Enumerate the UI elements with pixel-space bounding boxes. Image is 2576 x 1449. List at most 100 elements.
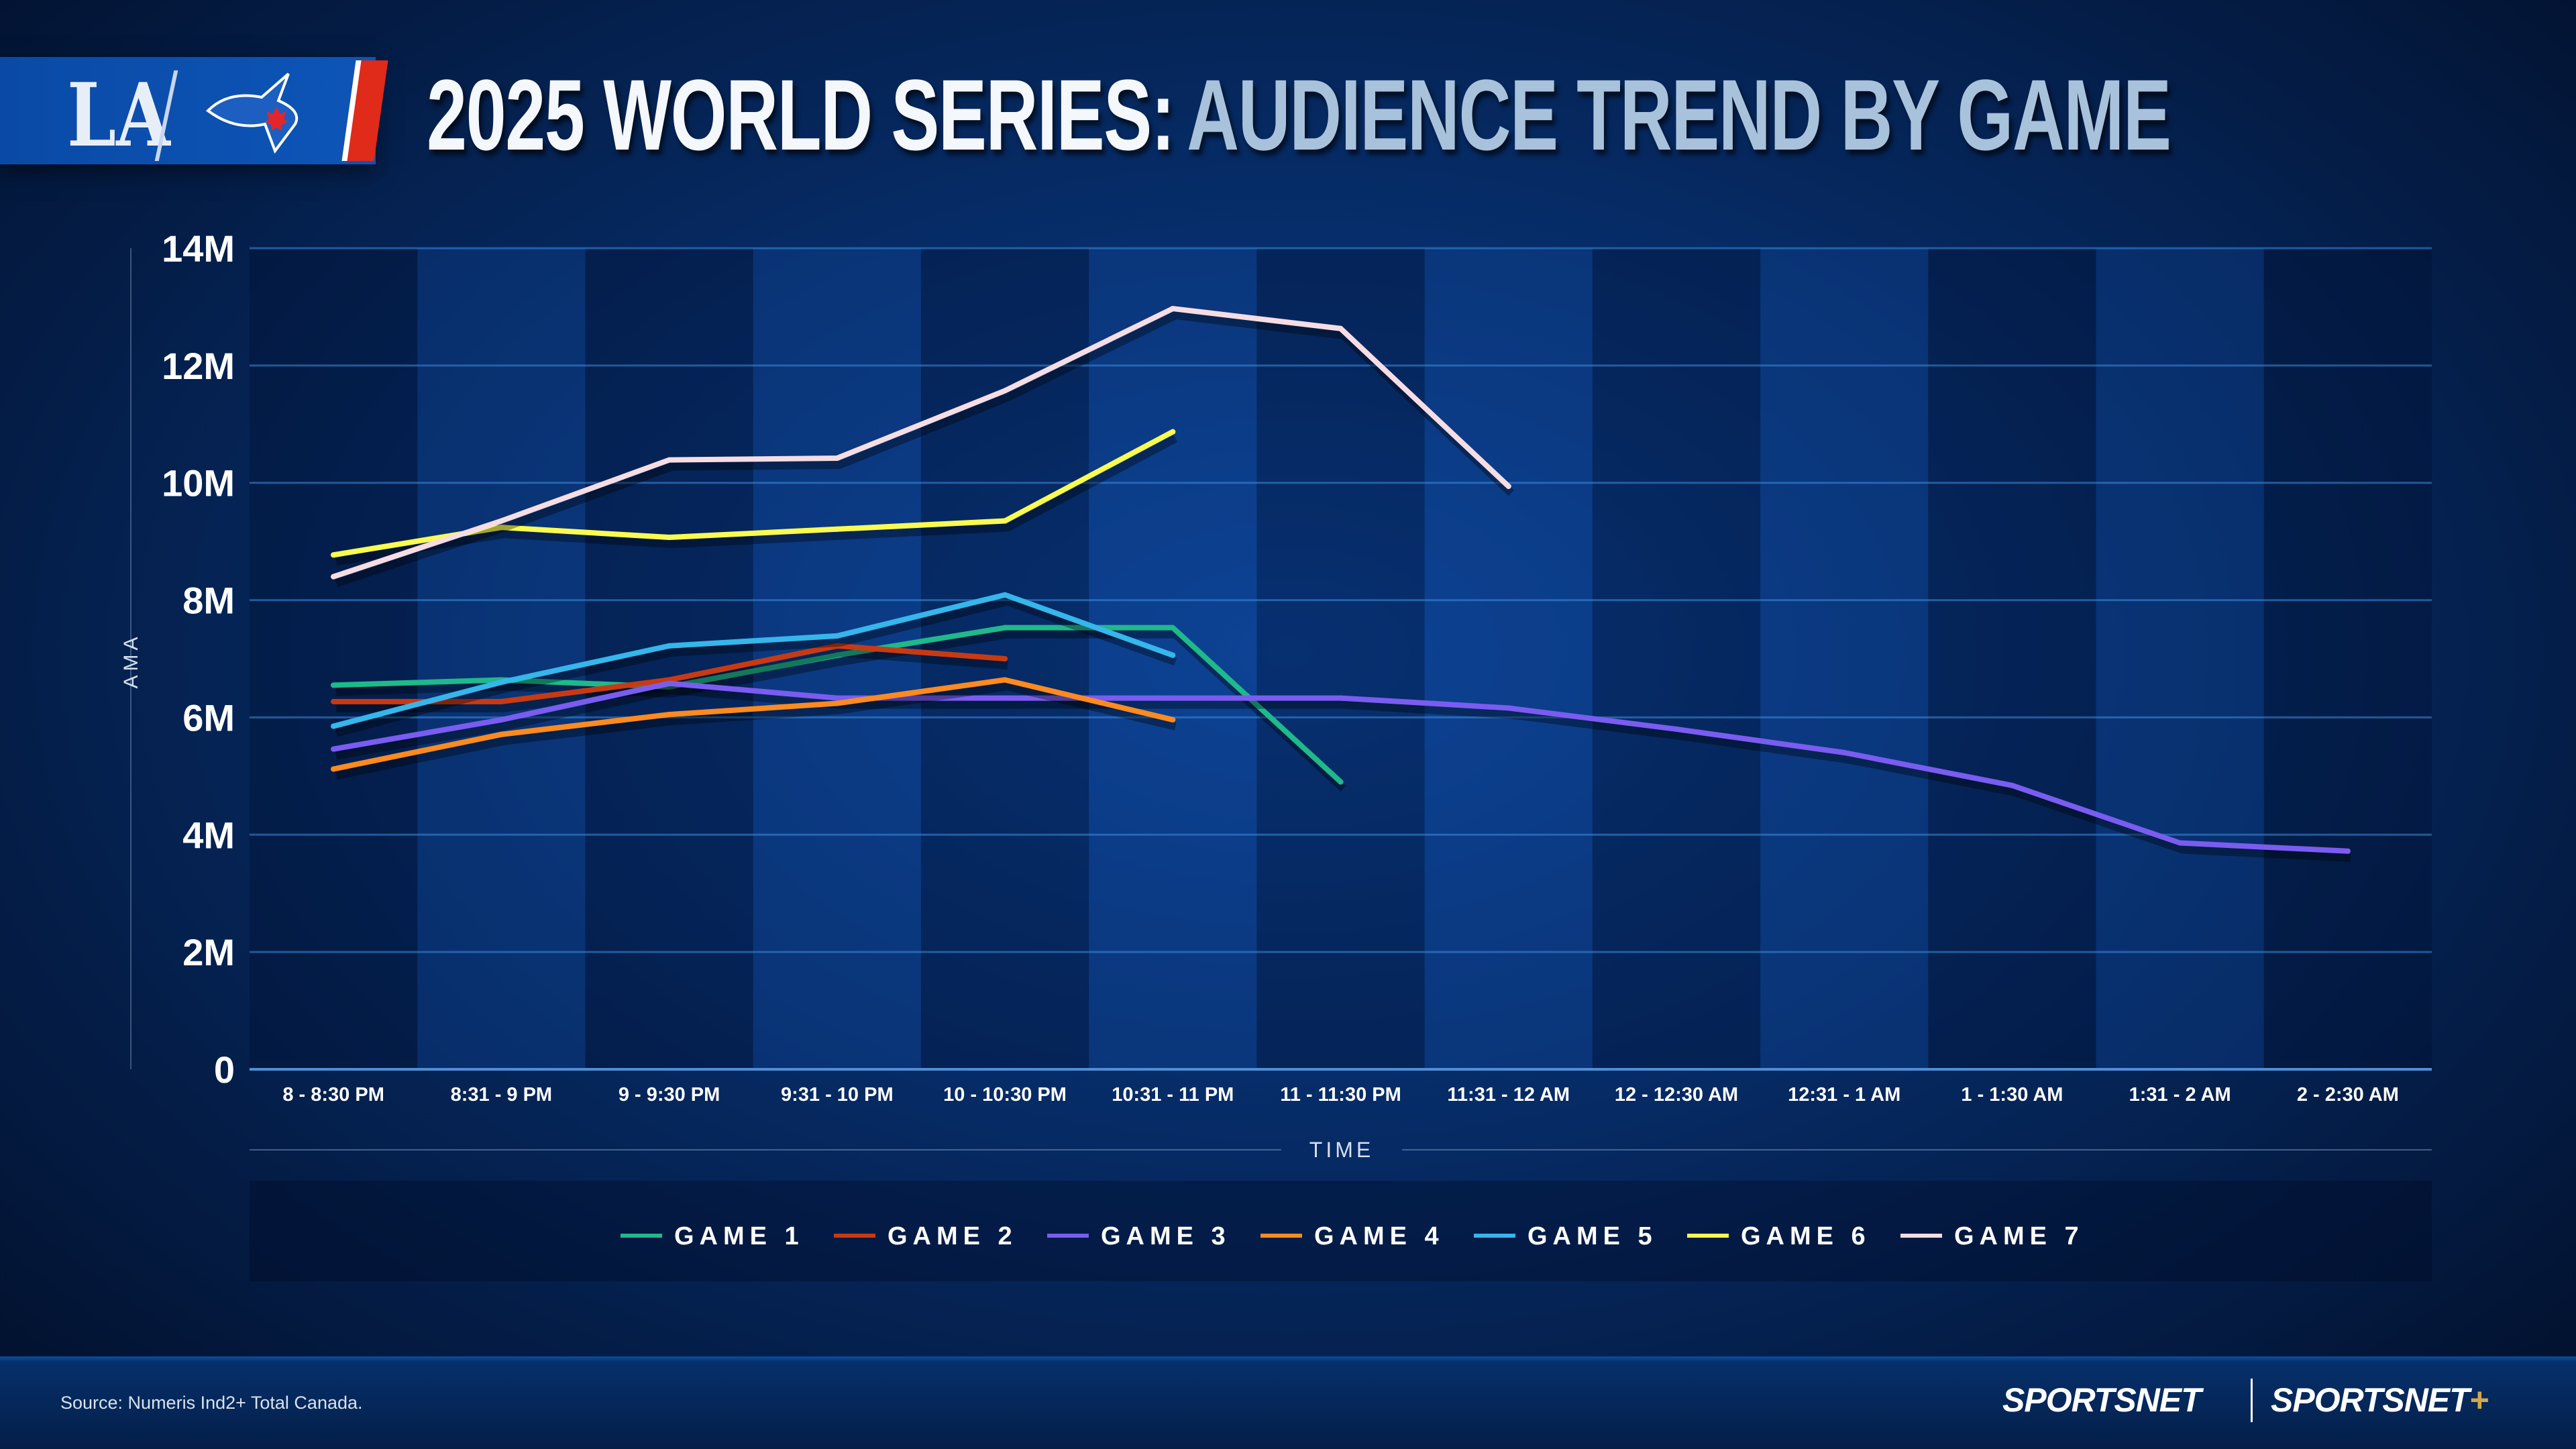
- data-point: [834, 633, 840, 639]
- data-point: [666, 457, 672, 463]
- y-tick-label: 0: [214, 1049, 235, 1091]
- data-point: [1841, 749, 1847, 755]
- data-point: [1002, 592, 1008, 598]
- data-point: [2345, 848, 2351, 854]
- legend-label: GAME 3: [1101, 1222, 1231, 1250]
- data-point: [834, 700, 840, 706]
- data-point: [498, 698, 504, 704]
- x-tick-label: 2 - 2:30 AM: [2297, 1084, 2399, 1106]
- column-band: [1928, 248, 2096, 1069]
- x-tick-label: 10 - 10:30 PM: [943, 1084, 1067, 1106]
- data-point: [1002, 677, 1008, 683]
- data-point: [834, 695, 840, 701]
- x-tick-label: 9:31 - 10 PM: [781, 1084, 894, 1106]
- x-tick-label: 9 - 9:30 PM: [619, 1084, 720, 1106]
- data-point: [1338, 779, 1344, 785]
- data-point: [331, 574, 337, 580]
- column-band: [1424, 248, 1593, 1069]
- data-point: [1338, 325, 1344, 331]
- column-band: [417, 248, 586, 1069]
- y-tick-label: 14M: [162, 227, 235, 270]
- brand2-plus: +: [2469, 1381, 2489, 1419]
- y-tick-label: 12M: [162, 345, 235, 387]
- data-point: [1002, 695, 1008, 701]
- data-point: [666, 535, 672, 541]
- source-note: Source: Numeris Ind2+ Total Canada.: [60, 1393, 363, 1413]
- series-shadow: [335, 435, 1178, 566]
- data-point: [1673, 726, 1679, 732]
- sportsnet-plus-logo: SPORTSNET+: [2271, 1381, 2489, 1419]
- column-band: [1256, 248, 1425, 1069]
- data-point: [331, 723, 337, 729]
- legend-box: [250, 1181, 2432, 1281]
- column-band: [1592, 248, 1761, 1069]
- legend-label: GAME 6: [1741, 1222, 1871, 1250]
- data-point: [834, 526, 840, 532]
- data-point: [1170, 652, 1176, 658]
- x-tick-label: 1 - 1:30 AM: [1961, 1084, 2063, 1106]
- x-axis-label: TIME: [1309, 1138, 1374, 1162]
- data-point: [331, 682, 337, 688]
- data-point: [1002, 625, 1008, 631]
- brand-divider: [2251, 1379, 2253, 1422]
- data-point: [1170, 716, 1176, 722]
- data-point: [1002, 656, 1008, 661]
- y-tick-label: 6M: [182, 696, 235, 739]
- column-band: [250, 248, 418, 1069]
- data-point: [331, 746, 337, 752]
- footer-bar: [0, 1356, 2576, 1449]
- blue-jays-logo: [205, 72, 299, 154]
- y-tick-label: 4M: [182, 814, 235, 856]
- x-tick-label: 12 - 12:30 AM: [1615, 1084, 1738, 1106]
- page-title: 2025 WORLD SERIES: AUDIENCE TREND BY GAME: [427, 57, 2171, 173]
- data-point: [1170, 695, 1176, 701]
- dodgers-logo: LA: [67, 64, 170, 166]
- y-tick-label: 2M: [182, 931, 235, 973]
- legend-label: GAME 7: [1954, 1222, 2084, 1250]
- series-shadow: [335, 597, 1177, 737]
- title-main: 2025 WORLD SERIES:: [427, 58, 1175, 171]
- x-tick-label: 8:31 - 9 PM: [451, 1084, 553, 1106]
- data-point: [1170, 625, 1176, 631]
- data-point: [331, 552, 337, 558]
- series-shadow: [336, 648, 1008, 712]
- data-point: [666, 643, 672, 649]
- data-point: [1505, 705, 1511, 711]
- legend-label: GAME 2: [888, 1222, 1018, 1250]
- y-axis-label: AMA: [120, 633, 142, 688]
- title-sub: AUDIENCE TREND BY GAME: [1187, 58, 2171, 171]
- brand2-text: SPORTSNET: [2271, 1381, 2470, 1419]
- y-tick-label: 8M: [182, 580, 235, 622]
- data-point: [834, 643, 840, 649]
- data-point: [1002, 518, 1008, 524]
- data-point: [1338, 695, 1344, 701]
- column-band: [1089, 248, 1257, 1069]
- data-point: [331, 698, 337, 704]
- series-line-game-7: [331, 306, 1511, 580]
- legend-label: GAME 1: [674, 1222, 804, 1250]
- column-band: [1760, 248, 1929, 1069]
- team-logos: LA: [0, 57, 376, 166]
- x-tick-label: 8 - 8:30 PM: [282, 1084, 384, 1106]
- series-shadow: [335, 311, 1514, 588]
- data-point: [1170, 429, 1176, 435]
- x-tick-label: 1:31 - 2 AM: [2129, 1084, 2231, 1106]
- data-point: [498, 716, 504, 722]
- data-point: [1002, 388, 1008, 394]
- series-shadow: [335, 682, 1177, 780]
- column-band: [2096, 248, 2264, 1069]
- data-point: [498, 525, 504, 531]
- series-line-game-5: [331, 592, 1176, 729]
- data-point: [666, 712, 672, 718]
- legend-label: GAME 4: [1314, 1222, 1444, 1250]
- x-tick-label: 11 - 11:30 PM: [1280, 1084, 1401, 1106]
- legend-label: GAME 5: [1527, 1222, 1658, 1250]
- series-line-game-4: [331, 677, 1176, 772]
- data-point: [498, 679, 504, 685]
- data-point: [1170, 306, 1176, 312]
- data-point: [498, 731, 504, 737]
- data-point: [666, 680, 672, 686]
- data-point: [834, 455, 840, 461]
- data-point: [2177, 840, 2183, 846]
